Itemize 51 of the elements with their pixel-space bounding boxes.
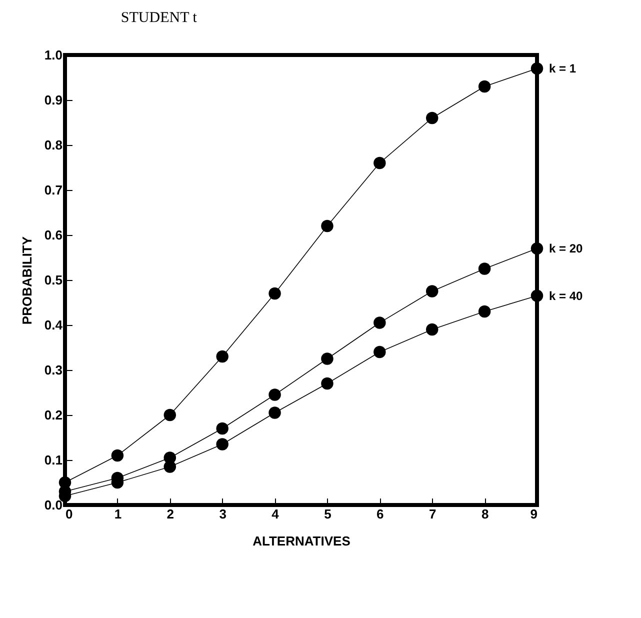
y-tick-label: 0.6 (44, 228, 62, 242)
x-tick-label: 2 (166, 506, 174, 522)
series-label: k = 40 (549, 288, 584, 303)
point (321, 352, 334, 365)
point (321, 220, 334, 232)
point (216, 350, 228, 363)
point (530, 242, 544, 255)
point (374, 156, 386, 170)
point (530, 62, 544, 75)
x-tick-label: 6 (376, 506, 384, 522)
y-tick-label: 0.3 (44, 362, 62, 378)
y-tick-label: 1.0 (44, 48, 62, 62)
x-tick-label: 4 (272, 506, 280, 522)
y-axis-title: PROBABILITY (19, 236, 34, 325)
point (374, 316, 386, 329)
y-tick-label: 0.8 (44, 138, 62, 152)
x-tick-label: 1 (114, 506, 122, 522)
point (478, 305, 491, 318)
y-tick-label: 0.1 (44, 452, 62, 468)
point (216, 422, 228, 435)
point (268, 388, 281, 401)
point (164, 408, 176, 422)
point (426, 112, 438, 124)
point (426, 323, 438, 336)
chart-title: STUDENT t (120, 10, 198, 26)
point (268, 287, 281, 300)
y-tick-label: 0.9 (44, 92, 62, 108)
y-tick-label: 0.5 (44, 272, 62, 288)
x-tick-label: 3 (219, 506, 226, 522)
point (478, 262, 491, 275)
x-axis-title: ALTERNATIVES (252, 534, 351, 548)
x-tick-label: 8 (481, 506, 489, 522)
point (478, 80, 491, 93)
y-tick-label: 0.4 (44, 318, 64, 332)
y-tick-label: 0.0 (44, 498, 62, 512)
point (268, 406, 281, 419)
point (426, 285, 438, 298)
x-tick-label: 5 (324, 506, 332, 522)
series-label: k = 1 (549, 62, 576, 76)
y-tick-label: 0.2 (44, 408, 62, 422)
series-label: k = 20 (549, 242, 584, 256)
point (216, 438, 228, 450)
point (530, 290, 544, 302)
point (321, 377, 334, 390)
x-tick-label: 9 (530, 506, 538, 522)
point (111, 449, 124, 462)
x-tick-label: 0 (66, 506, 73, 522)
y-tick-label: 0.7 (44, 182, 62, 198)
point (374, 346, 386, 358)
point (164, 460, 176, 473)
x-tick-label: 7 (428, 506, 436, 522)
